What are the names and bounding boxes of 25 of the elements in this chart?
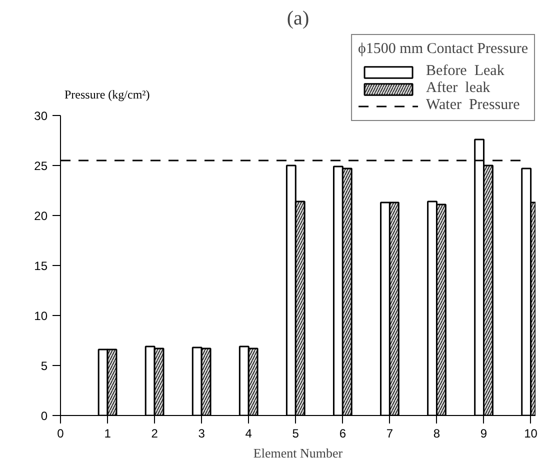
x-axis-title: Element Number [253, 446, 344, 460]
y-tick-label: 0 [40, 409, 48, 423]
x-tick-label: 9 [480, 426, 488, 440]
x-tick-label: 1 [104, 426, 112, 440]
x-tick-label: 0 [57, 426, 64, 440]
x-tick-label: 6 [339, 426, 346, 440]
y-tick-label: 15 [34, 259, 48, 273]
x-tick-label: 8 [433, 426, 440, 440]
chart-title: (a) [286, 8, 310, 30]
x-tick-label: 7 [386, 426, 394, 440]
y-axis-title: Pressure (kg/cm²) [64, 88, 150, 102]
y-tick-label: 25 [34, 159, 48, 173]
legend-title: ϕ1500 mm Contact Pressure [358, 41, 528, 58]
y-tick-label: 30 [34, 109, 48, 123]
legend-label: Before Leak [426, 63, 504, 80]
y-tick-label: 10 [34, 309, 48, 323]
y-tick-label: 20 [34, 209, 48, 223]
x-tick-label: 10 [524, 426, 538, 440]
x-tick-label: 4 [245, 426, 252, 440]
x-tick-label: 5 [292, 426, 300, 440]
legend-label: Water Pressure [426, 97, 520, 114]
y-tick-label: 5 [40, 359, 48, 373]
x-tick-label: 3 [198, 426, 206, 440]
legend-label: After leak [426, 80, 490, 97]
x-tick-label: 2 [151, 426, 158, 440]
